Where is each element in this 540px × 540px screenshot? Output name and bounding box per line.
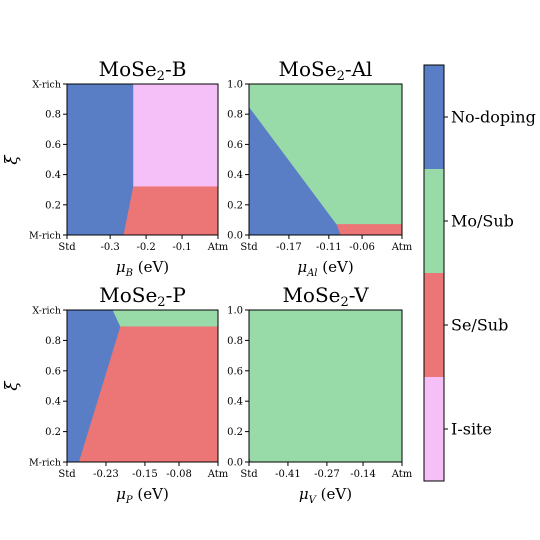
x-tick-label: Std (58, 469, 76, 480)
region-se-sub (123, 186, 219, 236)
x-tick-label: -0.2 (136, 242, 155, 253)
x-tick-label: -0.08 (166, 469, 192, 480)
y-tick-label: 0.6 (227, 140, 243, 151)
colorbar-swatch (424, 169, 444, 274)
y-tick-label: 0.8 (45, 110, 61, 121)
y-tick-label: 1.0 (227, 306, 243, 317)
region-mo-sub (248, 309, 403, 463)
x-tick-label: Atm (207, 469, 229, 480)
colorbar-swatch (424, 65, 444, 170)
y-axis-label: ξ (2, 380, 22, 391)
x-tick-label: -0.41 (275, 469, 301, 480)
panel-title: MoSe2-V (282, 283, 369, 310)
y-tick-label: 0.8 (227, 336, 243, 347)
panel-title: MoSe2-Al (279, 57, 373, 84)
x-tick-label: -0.06 (349, 242, 375, 253)
colorbar-frame (423, 64, 445, 482)
x-tick-label: -0.23 (93, 469, 119, 480)
y-tick-label: X-rich (32, 80, 61, 91)
y-tick-label: M-rich (29, 231, 61, 242)
panels: MoSe2-B Std -0.3 -0.2 -0.1 Atm M-rich 0.2 0.4 0.6… (29, 57, 413, 506)
panel-3: MoSe2-P Std -0.23 -0.15 -0.08 Atm M-rich 0.2 0.4… (29, 283, 229, 506)
colorbar-swatch (424, 273, 444, 378)
y-tick-label: 0.2 (45, 200, 61, 211)
y-tick-label: 1.0 (227, 80, 243, 91)
x-axis-label: μAl (eV) (297, 258, 353, 279)
region-no-doping (66, 83, 134, 236)
y-tick-label: 0.0 (227, 231, 243, 242)
colorbar: No-doping Mo/Sub Se/Sub I-site (423, 64, 536, 482)
x-tick-label: Std (58, 242, 76, 253)
colorbar-label: Mo/Sub (451, 212, 514, 231)
panel-4: MoSe2-V Std -0.41 -0.27 -0.14 Atm 0.0 0.2 0.4 0.6… (227, 283, 413, 506)
y-tick-label: 0.6 (227, 366, 243, 377)
plot-frame (248, 83, 403, 236)
colorbar-label: Se/Sub (451, 316, 508, 335)
panel-title: MoSe2-B (99, 57, 187, 84)
y-tick-label: 0.4 (45, 170, 61, 181)
y-tick-label: 0.8 (45, 336, 61, 347)
region-se-sub (336, 224, 403, 236)
region-mo-sub (112, 309, 219, 327)
x-tick-label: -0.14 (350, 469, 376, 480)
y-tick-label: 0.4 (227, 397, 243, 408)
y-tick-label: X-rich (32, 306, 61, 317)
panel-1: MoSe2-B Std -0.3 -0.2 -0.1 Atm M-rich 0.2 0.4 0.6… (29, 57, 229, 279)
x-tick-label: Atm (207, 242, 229, 253)
y-axis-label: ξ (2, 154, 22, 165)
x-tick-label: -0.11 (316, 242, 342, 253)
x-tick-label: -0.3 (100, 242, 119, 253)
y-tick-label: 0.2 (227, 200, 243, 211)
panel-2: MoSe2-Al Std -0.17 -0.11 -0.06 Atm 0.0 0.2 0.4 0.… (227, 57, 413, 279)
y-tick-label: 0.8 (227, 110, 243, 121)
y-axis-labels: ξξ (2, 154, 22, 391)
x-axis-label: μB (eV) (116, 258, 169, 279)
y-tick-label: M-rich (29, 458, 61, 469)
colorbar-label: I-site (451, 420, 492, 439)
x-tick-label: -0.1 (172, 242, 191, 253)
y-tick-label: 0.6 (45, 366, 61, 377)
y-tick-label: 0.4 (45, 397, 61, 408)
y-tick-label: 0.4 (227, 170, 243, 181)
x-axis-label: μP (eV) (116, 485, 169, 506)
x-axis-label: μV (eV) (299, 485, 352, 506)
x-tick-label: Atm (391, 469, 413, 480)
panel-title: MoSe2-P (99, 283, 186, 310)
y-tick-label: 0.2 (45, 427, 61, 438)
plot-frame (66, 83, 219, 236)
plot-frame (66, 309, 219, 463)
x-tick-label: Atm (391, 242, 413, 253)
colorbar-swatch (424, 377, 444, 482)
x-tick-label: Std (240, 242, 258, 253)
region-i-site (133, 83, 219, 187)
y-tick-label: 0.2 (227, 427, 243, 438)
x-tick-label: -0.17 (276, 242, 302, 253)
y-tick-label: 0.6 (45, 140, 61, 151)
plot-frame (248, 309, 403, 463)
x-tick-label: -0.27 (314, 469, 340, 480)
colorbar-label: No-doping (451, 108, 536, 127)
x-tick-label: Std (240, 469, 258, 480)
y-tick-label: 0.0 (227, 458, 243, 469)
x-tick-label: -0.15 (132, 469, 158, 480)
